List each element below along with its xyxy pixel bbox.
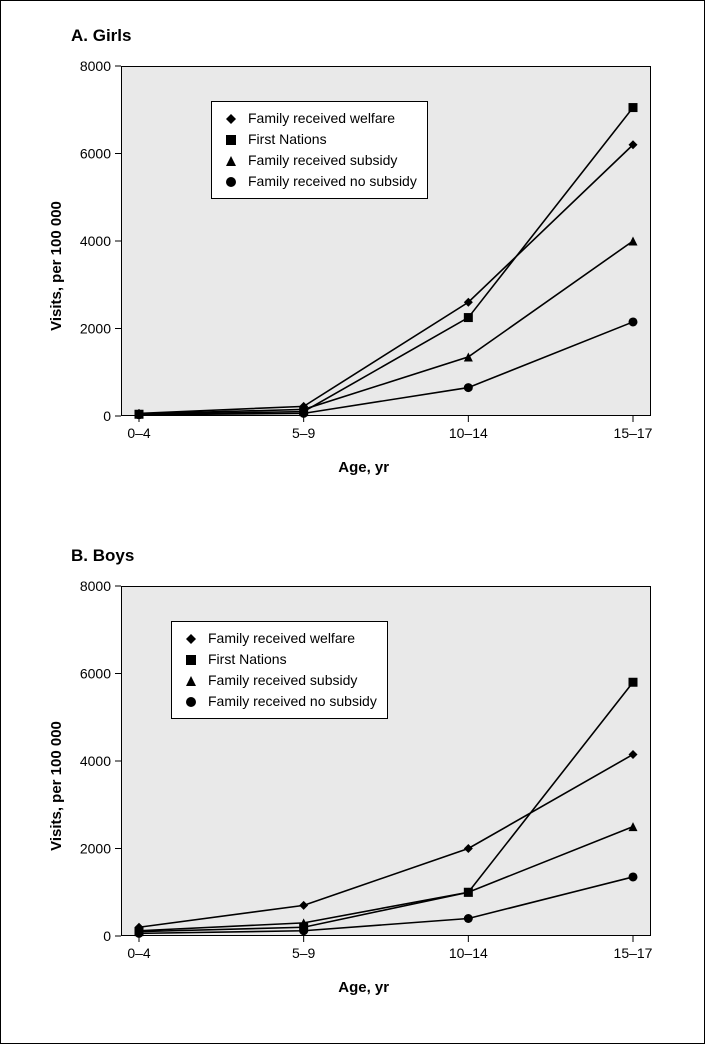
legend-row: First Nations xyxy=(220,129,417,150)
legend-row: Family received welfare xyxy=(180,628,377,649)
y-axis-label-girls: Visits, per 100 000 xyxy=(48,201,65,331)
legend-row: Family received no subsidy xyxy=(220,171,417,192)
series-marker xyxy=(299,409,308,418)
series-marker xyxy=(629,678,638,687)
legend-marker-circle-icon xyxy=(180,695,202,709)
y-tick-label: 6000 xyxy=(80,666,111,682)
legend-marker-diamond-icon xyxy=(220,112,242,126)
series-line xyxy=(139,754,633,927)
x-tick-label: 10–14 xyxy=(449,425,488,441)
series-marker xyxy=(299,926,308,935)
series-marker xyxy=(464,914,473,923)
series-marker xyxy=(464,313,473,322)
y-tick-label: 2000 xyxy=(80,321,111,337)
legend-row: Family received welfare xyxy=(220,108,417,129)
legend-row: Family received no subsidy xyxy=(180,691,377,712)
legend-marker-circle-icon xyxy=(220,175,242,189)
panel-title-boys: B. Boys xyxy=(71,546,666,566)
x-tick-label: 5–9 xyxy=(292,945,316,961)
series-line xyxy=(139,827,633,931)
legend-marker-square-icon xyxy=(180,653,202,667)
figure-frame: A. Girls 0 2000 4000 6000 8000 0–4 5–9 10–14 15–… xyxy=(0,0,705,1044)
legend-label: Family received no subsidy xyxy=(208,691,377,712)
y-tick-label: 4000 xyxy=(80,753,111,769)
legend-marker-diamond-icon xyxy=(180,632,202,646)
series-line xyxy=(139,877,633,933)
plot-wrap-girls: 0 2000 4000 6000 8000 0–4 5–9 10–14 15–17 Visits… xyxy=(41,56,666,476)
panel-title-girls: A. Girls xyxy=(71,26,666,46)
legend-row: First Nations xyxy=(180,649,377,670)
legend-label: Family received welfare xyxy=(248,108,395,129)
series-line xyxy=(139,241,633,414)
legend-label: First Nations xyxy=(208,649,287,670)
panel-boys: B. Boys 0 2000 4000 6000 8000 0–4 5–9 10–14 15–1… xyxy=(41,546,666,996)
y-tick-label: 8000 xyxy=(80,58,111,74)
x-tick-label: 10–14 xyxy=(449,945,488,961)
legend-boys: Family received welfareFirst NationsFami… xyxy=(171,621,388,719)
legend-row: Family received subsidy xyxy=(180,670,377,691)
x-tick-label: 0–4 xyxy=(127,945,151,961)
y-tick-label: 6000 xyxy=(80,146,111,162)
series-marker xyxy=(629,822,638,831)
legend-marker-triangle-icon xyxy=(220,154,242,168)
series-marker xyxy=(135,929,144,938)
x-axis-label-girls: Age, yr xyxy=(338,459,389,476)
legend-label: Family received welfare xyxy=(208,628,355,649)
legend-label: Family received no subsidy xyxy=(248,171,417,192)
series-marker xyxy=(464,844,473,853)
legend-label: Family received subsidy xyxy=(208,670,357,691)
y-tick-label: 0 xyxy=(103,928,111,944)
series-marker xyxy=(629,750,638,759)
legend-girls: Family received welfareFirst NationsFami… xyxy=(211,101,428,199)
plot-wrap-boys: 0 2000 4000 6000 8000 0–4 5–9 10–14 15–17 Visits… xyxy=(41,576,666,996)
x-tick-label: 0–4 xyxy=(127,425,151,441)
y-tick-label: 0 xyxy=(103,408,111,424)
panel-girls: A. Girls 0 2000 4000 6000 8000 0–4 5–9 10–14 15–… xyxy=(41,26,666,476)
series-marker xyxy=(464,383,473,392)
y-tick-label: 2000 xyxy=(80,841,111,857)
series-marker xyxy=(135,410,144,419)
x-tick-label: 15–17 xyxy=(614,945,653,961)
series-marker xyxy=(629,237,638,246)
y-tick-label: 4000 xyxy=(80,233,111,249)
series-marker xyxy=(629,872,638,881)
series-marker xyxy=(629,317,638,326)
x-axis-label-boys: Age, yr xyxy=(338,979,389,996)
series-line xyxy=(139,682,633,931)
legend-marker-triangle-icon xyxy=(180,674,202,688)
series-line xyxy=(139,322,633,415)
x-tick-label: 15–17 xyxy=(614,425,653,441)
legend-label: First Nations xyxy=(248,129,327,150)
legend-label: Family received subsidy xyxy=(248,150,397,171)
legend-marker-square-icon xyxy=(220,133,242,147)
series-marker xyxy=(629,103,638,112)
y-tick-label: 8000 xyxy=(80,578,111,594)
x-tick-label: 5–9 xyxy=(292,425,316,441)
legend-row: Family received subsidy xyxy=(220,150,417,171)
y-axis-label-boys: Visits, per 100 000 xyxy=(48,721,65,851)
series-marker xyxy=(299,901,308,910)
